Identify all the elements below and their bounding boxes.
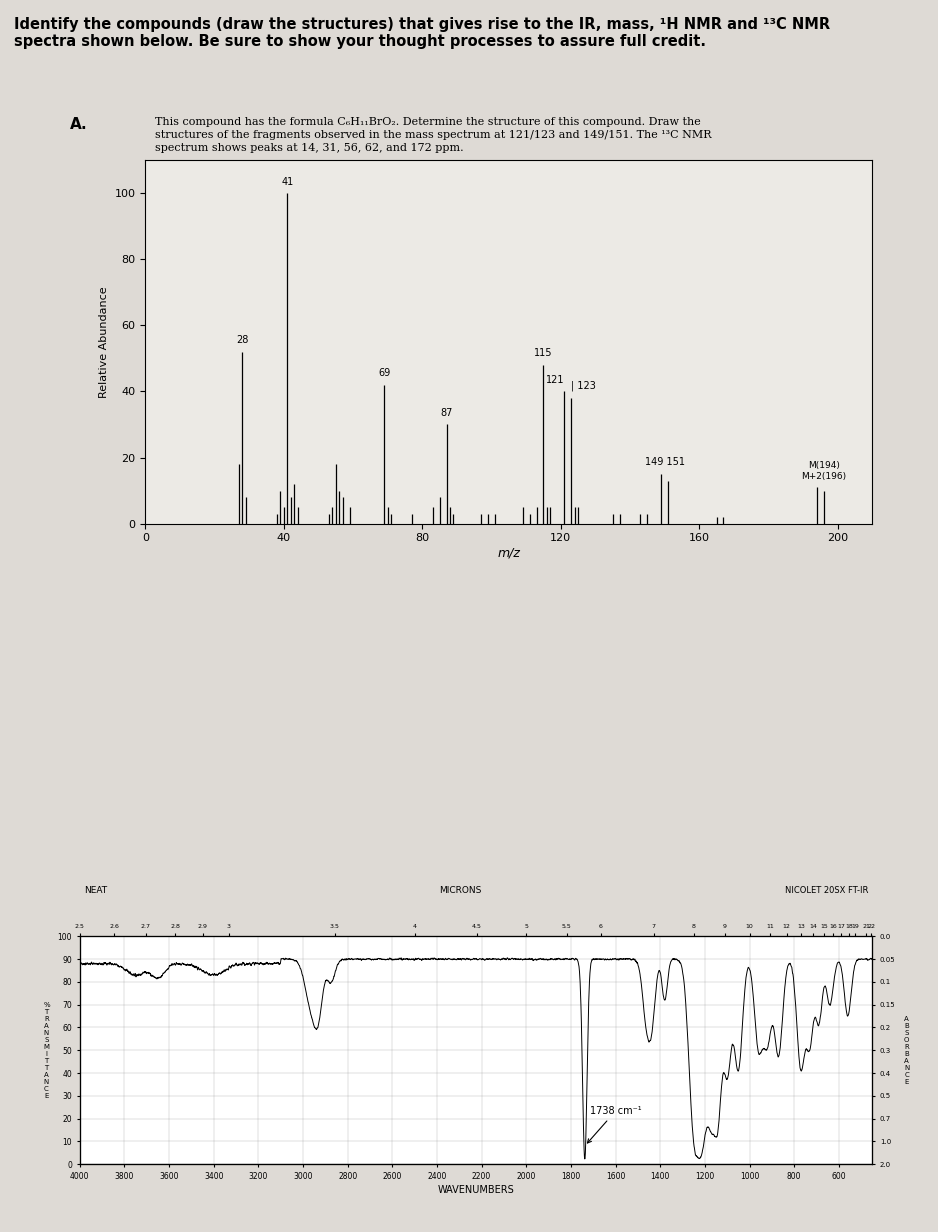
Text: This compound has the formula C₆H₁₁BrO₂. Determine the structure of this compoun: This compound has the formula C₆H₁₁BrO₂.… [155, 117, 711, 154]
Text: 121: 121 [546, 375, 565, 384]
Text: 87: 87 [440, 408, 453, 418]
Text: 69: 69 [378, 368, 390, 378]
Text: 28: 28 [236, 335, 249, 345]
Text: MICRONS: MICRONS [439, 886, 481, 896]
X-axis label: m/z: m/z [497, 546, 521, 559]
Text: | 123: | 123 [571, 381, 596, 392]
Y-axis label: %
T
R
A
N
S
M
I
T
T
A
N
C
E: % T R A N S M I T T A N C E [43, 1002, 50, 1099]
Text: Identify the compounds (draw the structures) that gives rise to the IR, mass, ¹H: Identify the compounds (draw the structu… [14, 16, 830, 49]
X-axis label: WAVENUMBERS: WAVENUMBERS [438, 1185, 514, 1195]
Text: 115: 115 [535, 349, 552, 359]
Text: A.: A. [70, 117, 88, 132]
Y-axis label: Relative Abundance: Relative Abundance [99, 286, 109, 398]
Y-axis label: A
B
S
O
R
B
A
N
C
E: A B S O R B A N C E [904, 1015, 910, 1085]
Text: NICOLET 20SX FT-IR: NICOLET 20SX FT-IR [785, 886, 869, 896]
Text: 1738 cm⁻¹: 1738 cm⁻¹ [587, 1106, 642, 1143]
Text: 149 151: 149 151 [644, 457, 685, 467]
Text: NEAT: NEAT [83, 886, 107, 896]
Text: 41: 41 [281, 176, 294, 186]
Text: M(194)
M+2(196): M(194) M+2(196) [801, 461, 846, 480]
